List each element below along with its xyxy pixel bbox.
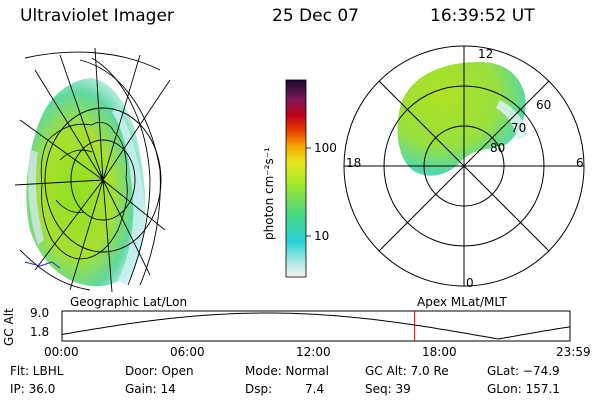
polar-plot — [343, 45, 585, 287]
mlt-label-6: 6 — [576, 156, 584, 170]
colorbar-label: photon cm⁻²s⁻¹ — [262, 147, 276, 240]
lat-label-60: 60 — [536, 98, 552, 112]
altitude-plot — [61, 310, 571, 342]
geographic-map — [14, 47, 171, 293]
glat-info: GLat: −74.9 — [487, 364, 560, 378]
door-info: Door: Open — [125, 364, 194, 378]
mlt-label-18: 18 — [346, 156, 362, 170]
gc-alt-info: GC Alt: 7.0 Re — [365, 364, 449, 378]
lat-label-70: 70 — [511, 121, 527, 135]
app-title: Ultraviolet Imager — [20, 6, 174, 26]
lat-label-80: 80 — [490, 141, 506, 155]
xtick-1200: 12:00 — [296, 345, 331, 359]
ip-info: IP: 36.0 — [10, 382, 56, 396]
filter-info: Flt: LBHL — [10, 364, 64, 378]
altitude-ytick-high: 9.0 — [30, 306, 50, 320]
mlt-label-12: 12 — [478, 47, 494, 61]
colorbar-tick-100: 100 — [314, 141, 337, 155]
xtick-0600: 06:00 — [170, 345, 205, 359]
dsp-label: Dsp: — [245, 382, 273, 396]
gain-info: Gain: 14 — [125, 382, 176, 396]
altitude-title-right: Apex MLat/MLT — [417, 295, 507, 309]
altitude-curve — [61, 312, 571, 340]
dsp-value: 7.4 — [305, 382, 325, 396]
mode-info: Mode: Normal — [245, 364, 329, 378]
aurora-emission-polar — [397, 62, 526, 176]
colorbar — [285, 79, 311, 278]
xtick-0000: 00:00 — [44, 345, 79, 359]
time-label: 16:39:52 UT — [430, 6, 535, 26]
altitude-title-left: Geographic Lat/Lon — [70, 295, 188, 309]
seq-info: Seq: 39 — [365, 382, 411, 396]
altitude-ytick-low: 1.8 — [30, 325, 50, 339]
colorbar-tick-10: 10 — [314, 229, 330, 243]
altitude-ylabel: GC Alt — [2, 308, 16, 346]
xtick-2359: 23:59 — [556, 345, 591, 359]
glon-info: GLon: 157.1 — [487, 382, 560, 396]
xtick-1800: 18:00 — [422, 345, 457, 359]
coastline — [40, 121, 128, 260]
mlt-label-0: 0 — [466, 276, 474, 290]
date-label: 25 Dec 07 — [272, 6, 359, 26]
